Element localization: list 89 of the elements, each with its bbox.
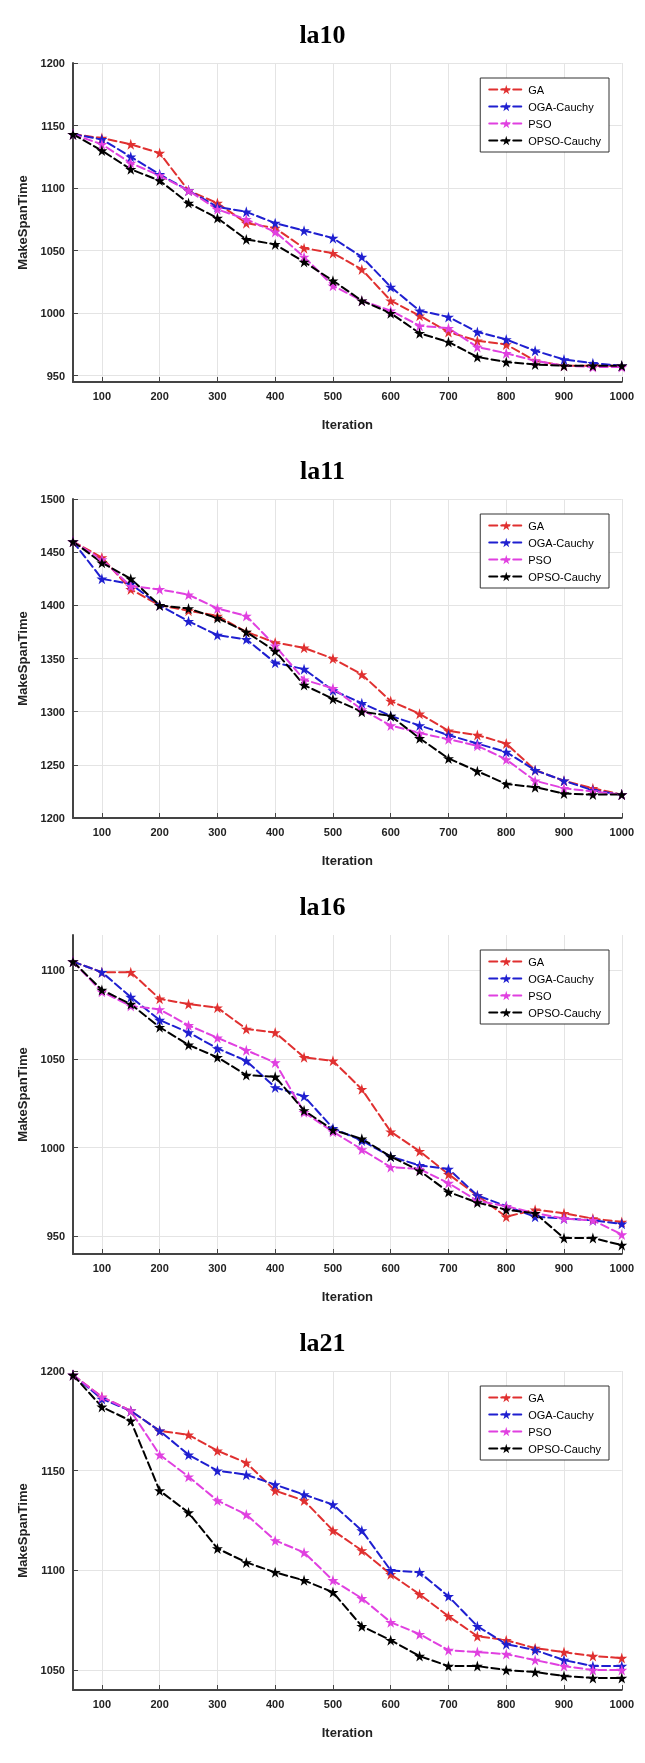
x-tick-label: 900 bbox=[554, 825, 574, 838]
x-tick-label: 1000 bbox=[609, 825, 635, 838]
x-tick-label: 600 bbox=[381, 825, 400, 838]
x-tick-label: 1000 bbox=[609, 389, 635, 402]
x-tick-label: 200 bbox=[150, 1697, 169, 1710]
y-tick-label: 1450 bbox=[40, 546, 65, 559]
legend-label: PSO bbox=[528, 989, 552, 1002]
x-tick-label: 800 bbox=[497, 389, 516, 402]
x-tick-label: 300 bbox=[208, 1261, 227, 1274]
x-tick-label: 1000 bbox=[609, 1697, 635, 1710]
x-tick-label: 400 bbox=[266, 1697, 285, 1710]
y-axis-title: MakeSpanTime bbox=[15, 611, 30, 706]
y-tick-label: 1350 bbox=[40, 652, 65, 665]
y-tick-label: 1250 bbox=[40, 758, 65, 771]
legend-label: OPSO-Cauchy bbox=[528, 1006, 602, 1019]
x-tick-label: 500 bbox=[323, 1697, 343, 1710]
chart-title: la10 bbox=[299, 19, 346, 49]
y-tick-label: 1200 bbox=[40, 57, 65, 69]
x-tick-label: 700 bbox=[439, 1697, 458, 1710]
x-tick-label: 100 bbox=[92, 1261, 112, 1274]
x-tick-label: 300 bbox=[208, 1697, 227, 1710]
y-tick-label: 1500 bbox=[40, 493, 65, 505]
y-tick-label: 1300 bbox=[40, 705, 65, 718]
legend-label: GA bbox=[528, 519, 545, 532]
x-tick-label: 400 bbox=[266, 825, 285, 838]
x-tick-label: 600 bbox=[381, 389, 400, 402]
y-tick-label: 1000 bbox=[40, 307, 65, 320]
x-tick-label: 300 bbox=[208, 825, 227, 838]
x-tick-label: 1000 bbox=[609, 1261, 635, 1274]
legend-label: OPSO-Cauchy bbox=[528, 570, 602, 583]
y-tick-label: 950 bbox=[46, 1230, 65, 1243]
x-axis-title: Iteration bbox=[321, 417, 374, 432]
x-tick-label: 700 bbox=[439, 825, 458, 838]
y-tick-label: 1100 bbox=[41, 964, 65, 977]
legend-label: OPSO-Cauchy bbox=[528, 134, 602, 147]
x-tick-label: 500 bbox=[323, 389, 343, 402]
x-tick-label: 100 bbox=[92, 389, 112, 402]
legend-label: OPSO-Cauchy bbox=[528, 1442, 602, 1455]
x-tick-label: 900 bbox=[554, 1261, 574, 1274]
legend-label: OGA-Cauchy bbox=[528, 1408, 595, 1421]
chart-title: la11 bbox=[300, 455, 345, 485]
x-tick-label: 400 bbox=[266, 389, 285, 402]
x-tick-label: 600 bbox=[381, 1261, 400, 1274]
x-tick-label: 100 bbox=[92, 1697, 112, 1710]
y-tick-label: 1050 bbox=[40, 1053, 65, 1066]
y-tick-label: 1100 bbox=[41, 1564, 65, 1577]
y-tick-label: 1000 bbox=[40, 1141, 65, 1154]
x-tick-label: 100 bbox=[92, 825, 112, 838]
legend-label: OGA-Cauchy bbox=[528, 536, 595, 549]
legend-label: PSO bbox=[528, 117, 552, 130]
y-axis-title: MakeSpanTime bbox=[15, 1047, 30, 1142]
legend-label: GA bbox=[528, 83, 545, 96]
x-tick-label: 400 bbox=[266, 1261, 285, 1274]
chart-title: la21 bbox=[299, 1327, 346, 1357]
y-tick-label: 1150 bbox=[41, 119, 65, 132]
legend-label: GA bbox=[528, 1391, 545, 1404]
x-tick-label: 300 bbox=[208, 389, 227, 402]
x-axis-title: Iteration bbox=[321, 1289, 374, 1304]
x-tick-label: 800 bbox=[497, 1261, 516, 1274]
x-tick-label: 800 bbox=[497, 1697, 516, 1710]
legend-label: PSO bbox=[528, 1425, 552, 1438]
y-tick-label: 1400 bbox=[40, 599, 65, 612]
x-axis-title: Iteration bbox=[321, 1725, 374, 1740]
x-tick-label: 200 bbox=[150, 389, 169, 402]
legend-label: PSO bbox=[528, 553, 552, 566]
y-tick-label: 1050 bbox=[40, 1664, 65, 1677]
y-tick-label: 1200 bbox=[40, 812, 65, 824]
x-tick-label: 700 bbox=[439, 389, 458, 402]
y-tick-label: 1050 bbox=[40, 244, 65, 257]
x-tick-label: 700 bbox=[439, 1261, 458, 1274]
y-tick-label: 1150 bbox=[41, 1464, 65, 1477]
x-tick-label: 200 bbox=[150, 825, 169, 838]
x-tick-label: 900 bbox=[554, 389, 574, 402]
x-tick-label: 800 bbox=[497, 825, 516, 838]
x-axis-title: Iteration bbox=[321, 853, 374, 868]
x-tick-label: 600 bbox=[381, 1697, 400, 1710]
x-tick-label: 500 bbox=[323, 1261, 343, 1274]
chart-title: la16 bbox=[299, 891, 346, 921]
y-tick-label: 950 bbox=[46, 369, 65, 382]
legend-label: OGA-Cauchy bbox=[528, 100, 595, 113]
y-tick-label: 1100 bbox=[41, 182, 65, 195]
x-tick-label: 900 bbox=[554, 1697, 574, 1710]
y-tick-label: 1200 bbox=[40, 1365, 65, 1377]
legend-label: GA bbox=[528, 955, 545, 968]
x-tick-label: 500 bbox=[323, 825, 343, 838]
y-axis-title: MakeSpanTime bbox=[15, 1483, 30, 1578]
x-tick-label: 200 bbox=[150, 1261, 169, 1274]
legend-label: OGA-Cauchy bbox=[528, 972, 595, 985]
y-axis-title: MakeSpanTime bbox=[15, 175, 30, 270]
